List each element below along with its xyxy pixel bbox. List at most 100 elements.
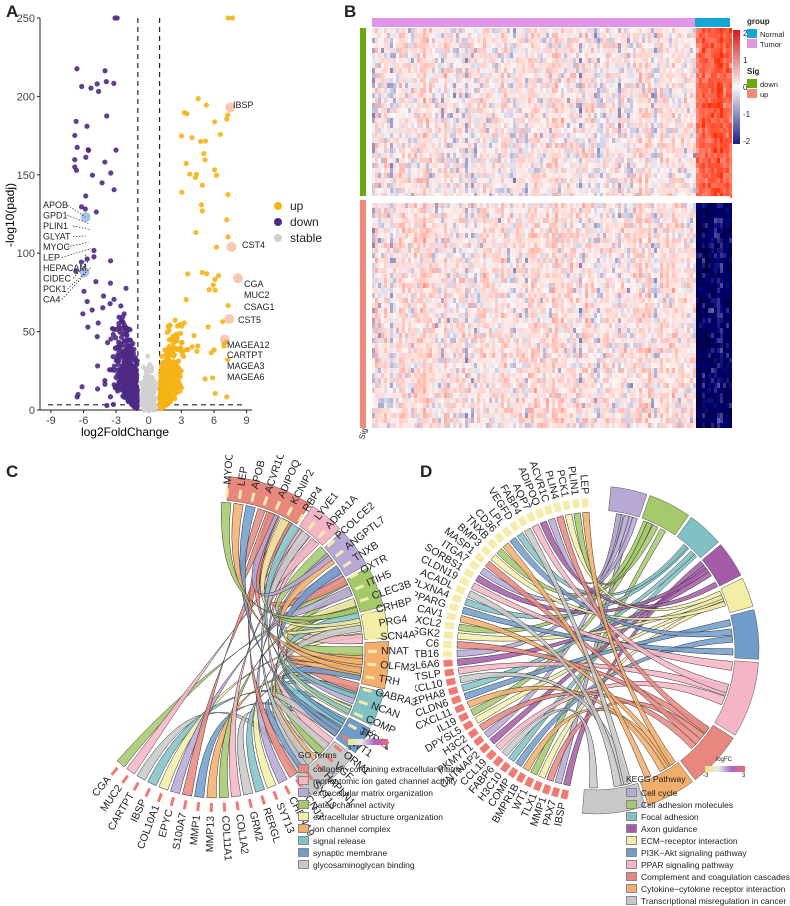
heatmap-cell [447, 258, 450, 263]
heatmap-cell [468, 253, 471, 258]
heatmap-cell [438, 118, 441, 123]
heatmap-cell [507, 28, 510, 33]
heatmap-cell [495, 223, 498, 228]
heatmap-cell [495, 108, 498, 113]
heatmap-cell [417, 303, 420, 308]
heatmap-cell [480, 248, 483, 253]
heatmap-cell [396, 28, 399, 33]
heatmap-cell [462, 238, 465, 243]
heatmap-cell [501, 308, 504, 313]
heatmap-cell [504, 363, 507, 368]
heatmap-cell [504, 58, 507, 63]
heatmap-cell [372, 383, 375, 388]
heatmap-cell [504, 313, 507, 318]
heatmap-cell [405, 363, 408, 368]
heatmap-cell [468, 383, 471, 388]
heatmap-cell [435, 118, 438, 123]
heatmap-cell [423, 253, 426, 258]
heatmap-cell [504, 168, 507, 173]
heatmap-cell [378, 128, 381, 133]
heatmap-cell [432, 368, 435, 373]
heatmap-cell [492, 233, 495, 238]
volcano-point [84, 124, 89, 129]
heatmap-cell [378, 358, 381, 363]
volcano-point [107, 367, 112, 372]
heatmap-cell [375, 88, 378, 93]
heatmap-cell [426, 133, 429, 138]
heatmap-cell [459, 413, 462, 418]
heatmap-cell [381, 38, 384, 43]
volcano-point [212, 167, 217, 172]
heatmap-cell [501, 233, 504, 238]
heatmap-cell [429, 53, 432, 58]
heatmap-cell [462, 123, 465, 128]
heatmap-cell [468, 58, 471, 63]
heatmap-cell [390, 373, 393, 378]
heatmap-cell [414, 418, 417, 423]
heatmap-cell [384, 93, 387, 98]
heatmap-cell [483, 313, 486, 318]
heatmap-cell [408, 48, 411, 53]
heatmap-cell [471, 68, 474, 73]
heatmap-cell [486, 133, 489, 138]
heatmap-cell [441, 373, 444, 378]
heatmap-cell [420, 338, 423, 343]
heatmap-cell [375, 268, 378, 273]
heatmap-cell [480, 108, 483, 113]
heatmap-cell [378, 153, 381, 158]
heatmap-cell [372, 113, 375, 118]
heatmap-cell [474, 153, 477, 158]
heatmap-cell [426, 413, 429, 418]
heatmap-cell [420, 38, 423, 43]
heatmap-cell [498, 243, 501, 248]
heatmap-cell [492, 378, 495, 383]
heatmap-cell [465, 223, 468, 228]
heatmap-cell [444, 203, 447, 208]
heatmap-cell [441, 303, 444, 308]
heatmap-cell [390, 208, 393, 213]
volcano-point [146, 376, 151, 381]
heatmap-cell [399, 418, 402, 423]
heatmap-cell [480, 303, 483, 308]
heatmap-cell [396, 408, 399, 413]
heatmap-cell [426, 153, 429, 158]
heatmap-cell [489, 98, 492, 103]
heatmap-cell [438, 208, 441, 213]
volcano-point [171, 341, 176, 346]
heatmap-cell [378, 53, 381, 58]
heatmap-cell [489, 393, 492, 398]
heatmap-cell [381, 323, 384, 328]
heatmap-cell [372, 108, 375, 113]
heatmap-cell [432, 38, 435, 43]
heatmap-cell [477, 218, 480, 223]
heatmap-cell [378, 338, 381, 343]
heatmap-cell [417, 218, 420, 223]
heatmap-cell [444, 348, 447, 353]
heatmap-cell [474, 378, 477, 383]
heatmap-cell [459, 348, 462, 353]
heatmap-cell [378, 383, 381, 388]
heatmap-cell [453, 133, 456, 138]
heatmap-cell [378, 178, 381, 183]
heatmap-cell [390, 128, 393, 133]
heatmap-cell [393, 358, 396, 363]
heatmap-cell [456, 338, 459, 343]
heatmap-cell [420, 208, 423, 213]
heatmap-cell [468, 333, 471, 338]
heatmap-cell [441, 268, 444, 273]
heatmap-cell [483, 173, 486, 178]
heatmap-cell [435, 423, 438, 428]
heatmap-cell [387, 338, 390, 343]
heatmap-cell [396, 378, 399, 383]
heatmap-cell [426, 323, 429, 328]
volcano-point [75, 145, 80, 150]
heatmap-cell [417, 103, 420, 108]
heatmap-cell [501, 253, 504, 258]
heatmap-cell [426, 73, 429, 78]
heatmap-cell [435, 308, 438, 313]
heatmap-cell [450, 423, 453, 428]
heatmap-cell [438, 63, 441, 68]
heatmap-cell [414, 183, 417, 188]
heatmap-cell [480, 373, 483, 378]
heatmap-cell [402, 213, 405, 218]
